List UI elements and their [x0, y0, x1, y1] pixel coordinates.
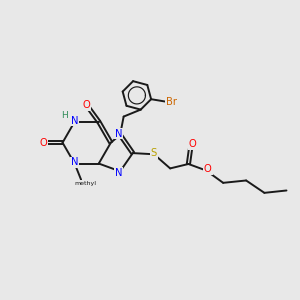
- Text: O: O: [40, 138, 48, 148]
- Text: O: O: [204, 164, 212, 174]
- Text: N: N: [115, 167, 123, 178]
- Text: N: N: [71, 158, 78, 167]
- Text: O: O: [82, 100, 90, 110]
- Text: Br: Br: [166, 97, 177, 106]
- Text: H: H: [61, 111, 68, 120]
- Text: O: O: [189, 139, 196, 149]
- Text: S: S: [151, 148, 157, 158]
- Text: N: N: [115, 129, 123, 139]
- Text: methyl: methyl: [74, 181, 97, 186]
- Text: N: N: [71, 116, 78, 126]
